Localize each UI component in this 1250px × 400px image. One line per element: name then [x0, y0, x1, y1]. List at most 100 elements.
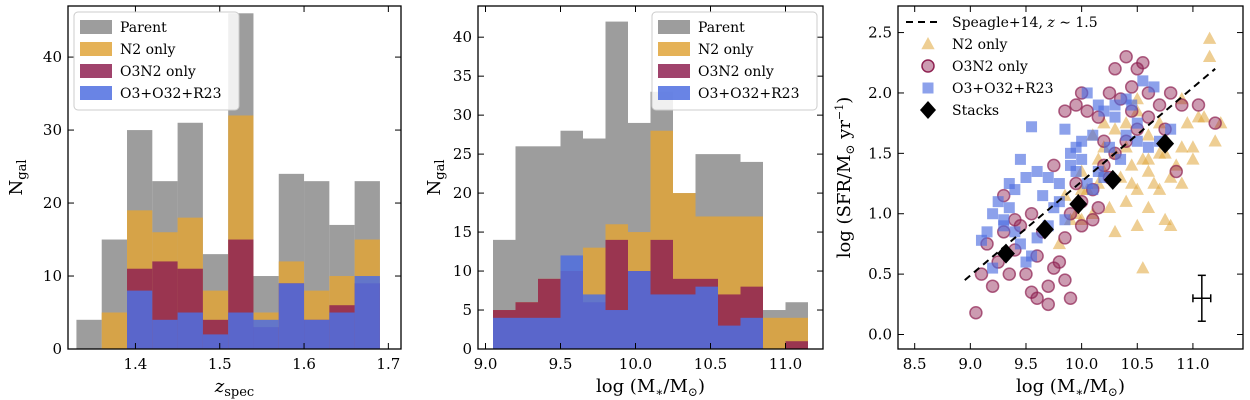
- legend-label: N2 only: [952, 37, 1008, 53]
- triangle-marker: [1141, 200, 1156, 213]
- square-marker: [1009, 184, 1021, 196]
- square-marker: [1037, 190, 1049, 202]
- square-marker: [1031, 232, 1043, 244]
- y-tick-label: 20: [43, 194, 62, 212]
- y-tick-label: 1.5: [868, 144, 892, 162]
- y-tick-label: 25: [453, 145, 472, 163]
- circle-marker: [1058, 104, 1072, 118]
- triangle-marker: [1125, 176, 1139, 189]
- y-tick-label: 35: [453, 67, 472, 85]
- legend-swatch: [80, 86, 112, 100]
- scatter-markers: [964, 31, 1228, 322]
- triangle-marker: [1191, 110, 1206, 123]
- square-marker: [1131, 117, 1143, 129]
- histogram-bar: [740, 317, 763, 349]
- triangle-marker: [1119, 194, 1133, 207]
- circle-marker: [1058, 231, 1072, 245]
- square-marker: [1142, 141, 1154, 153]
- square-marker: [1087, 129, 1099, 141]
- square-marker: [987, 208, 999, 220]
- triangle-marker: [1152, 116, 1167, 129]
- square-marker: [998, 214, 1010, 226]
- circle-marker: [1091, 200, 1106, 215]
- triangle-marker: [1141, 128, 1156, 141]
- legend-swatch: [658, 86, 690, 100]
- histogram-bar: [560, 255, 583, 349]
- histogram-bars: [76, 13, 380, 350]
- circle-marker: [974, 267, 989, 281]
- legend-swatch: [80, 64, 112, 78]
- x-tick-label: 9.0: [958, 355, 982, 373]
- square-marker: [1020, 256, 1032, 268]
- panel-sfr-mass-scatter: 8.5 9.0 9.5 10.0 10.5 11.00.00.51.01.52.02.5 …: [833, 5, 1244, 399]
- legend-box: [73, 11, 240, 111]
- histogram-bar: [628, 271, 651, 349]
- legend-label: O3+O32+R23: [698, 86, 800, 102]
- circle-marker: [1058, 273, 1072, 287]
- circle-marker: [1024, 206, 1039, 221]
- x-tick-label: 9.5: [1014, 355, 1038, 373]
- legend-label: O3+O32+R23: [120, 86, 222, 102]
- legend-square: [922, 82, 934, 94]
- y-axis-label: Ngal: [6, 160, 30, 196]
- circle-marker: [1086, 213, 1100, 227]
- triangle-marker: [921, 37, 935, 50]
- legend-label: O3N2 only: [952, 59, 1028, 75]
- circle-marker: [1163, 86, 1178, 100]
- square-marker: [1092, 165, 1104, 177]
- legend-swatch: [658, 64, 690, 78]
- histogram-bar: [695, 286, 718, 349]
- x-tick-label: 1.7: [376, 355, 400, 373]
- legend-label: O3+O32+R23: [952, 81, 1054, 97]
- stack-diamond: [1069, 194, 1088, 215]
- legend-circle: [921, 59, 935, 73]
- y-tick-label: 30: [453, 106, 472, 124]
- x-tick-label: 10.0: [619, 355, 652, 373]
- square-marker: [1081, 87, 1093, 99]
- x-tick-label: 8.5: [903, 355, 927, 373]
- y-tick-label: 0: [52, 340, 62, 358]
- y-tick-label: 40: [43, 48, 62, 66]
- square-marker: [1076, 135, 1088, 147]
- panel-mass-histogram: 9.0 9.5 10.0 10.5 11.0 0 5 10 15 20 25 30 35 40 Paren…: [424, 5, 824, 399]
- legend-swatch: [80, 20, 112, 34]
- triangle-marker: [1186, 140, 1200, 153]
- histogram-bar: [785, 341, 808, 349]
- square-marker: [1026, 250, 1038, 262]
- triangle-marker: [1147, 176, 1161, 189]
- triangle-marker: [1091, 152, 1105, 165]
- circle-marker: [1169, 164, 1183, 179]
- y-tick-label: 30: [43, 121, 62, 139]
- y-axis-label: log (SFR/M⊙ yr−1): [833, 97, 857, 259]
- square-marker: [981, 226, 993, 238]
- square-marker: [1070, 165, 1082, 177]
- square-marker: [1076, 153, 1088, 165]
- x-tick-label: 1.5: [208, 355, 232, 373]
- circle-marker: [1052, 255, 1067, 269]
- histogram-bar: [515, 146, 538, 349]
- triangle-marker: [1164, 170, 1178, 183]
- histogram-bar: [76, 319, 102, 349]
- square-marker: [1087, 184, 1099, 196]
- triangle-marker: [1136, 152, 1150, 165]
- legend-label: Stacks: [952, 103, 999, 119]
- triangle-marker: [1125, 158, 1139, 171]
- circle-marker: [1136, 56, 1150, 70]
- triangle-marker: [1208, 134, 1222, 147]
- square-marker: [1065, 159, 1076, 171]
- square-marker: [1048, 202, 1060, 214]
- circle-marker: [1152, 98, 1167, 112]
- plot-frame: [897, 5, 1244, 350]
- square-marker: [1148, 81, 1160, 93]
- triangle-marker: [1097, 116, 1111, 129]
- triangle-marker: [1136, 261, 1150, 274]
- histogram-bar: [329, 312, 355, 349]
- square-marker: [1092, 99, 1104, 111]
- histogram-bar: [228, 312, 254, 349]
- histogram-bar: [177, 312, 203, 349]
- histogram-bar: [493, 317, 516, 349]
- square-marker: [1065, 147, 1076, 159]
- x-axis-label: log (M∗/M⊙): [596, 376, 705, 399]
- triangle-marker: [1186, 152, 1200, 165]
